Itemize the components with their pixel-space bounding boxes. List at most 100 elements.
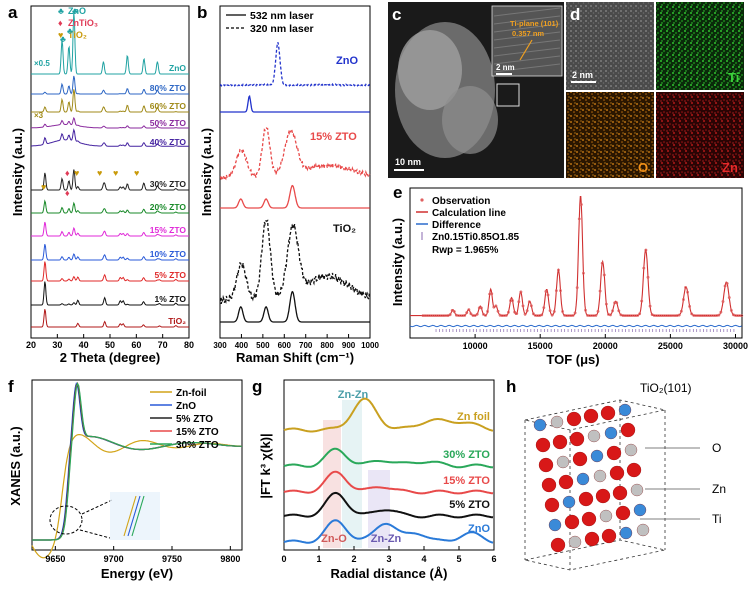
xrd-series-label: 1% ZTO bbox=[155, 294, 187, 304]
xrd-series-label: 40% ZTO bbox=[150, 137, 187, 147]
zinc-atom bbox=[633, 503, 647, 517]
oxygen-atom bbox=[550, 537, 566, 553]
observation-point bbox=[646, 275, 650, 279]
ti-map-texture bbox=[656, 2, 744, 90]
observation-point bbox=[469, 312, 473, 316]
observation-point bbox=[575, 286, 579, 289]
legend-difference: Difference bbox=[432, 220, 481, 231]
observation-point bbox=[604, 302, 608, 306]
legend-zno-text: ZnO bbox=[68, 6, 86, 16]
panel-b: b 300 400 500 600 700 800 900 1000 Raman Shift … bbox=[197, 3, 379, 365]
map-label-ti: Ti bbox=[728, 70, 739, 85]
xrd-line bbox=[31, 12, 189, 75]
raman-dashed-line bbox=[219, 219, 371, 304]
xtick-label: 700 bbox=[299, 341, 313, 350]
observation-point bbox=[729, 308, 733, 312]
xrd-line bbox=[31, 261, 189, 282]
observation-point bbox=[540, 313, 544, 317]
observation-point bbox=[494, 304, 498, 308]
xtick-label: 900 bbox=[342, 341, 356, 350]
observation-point bbox=[519, 290, 523, 294]
observation-point bbox=[719, 310, 723, 314]
observation-point bbox=[523, 312, 527, 316]
zinc-atom bbox=[619, 526, 633, 540]
xtick-label: 20 bbox=[26, 340, 36, 350]
zinc-atom bbox=[576, 472, 590, 486]
panel-a-frame bbox=[30, 5, 190, 339]
zoom-region bbox=[49, 505, 83, 535]
observation-point bbox=[486, 310, 489, 313]
observation-point bbox=[527, 300, 531, 304]
oxygen-atom bbox=[600, 405, 616, 421]
raman-solid-line bbox=[220, 94, 370, 113]
xanes-line bbox=[32, 382, 242, 541]
label-tio2: TiO₂ bbox=[333, 223, 356, 235]
xrd-series-label: 30% ZTO bbox=[150, 179, 187, 189]
ft-line bbox=[283, 447, 494, 469]
xtick-label: 9800 bbox=[220, 554, 240, 564]
titanium-atom bbox=[593, 469, 607, 483]
legend-text: 30% ZTO bbox=[176, 440, 219, 451]
xrd-line bbox=[31, 128, 189, 147]
xrd-series-label: 5% ZTO bbox=[155, 270, 187, 280]
xtick-label: 30 bbox=[52, 340, 62, 350]
oxygen-atom bbox=[541, 477, 557, 493]
panel-g-xlabel: Radial distance (Å) bbox=[330, 566, 447, 581]
panel-g-curves bbox=[283, 397, 494, 544]
panel-a-ylabel: Intensity (a.u.) bbox=[10, 128, 25, 216]
titanium-atom bbox=[568, 535, 582, 549]
observation-point bbox=[552, 310, 556, 313]
observation-point bbox=[546, 293, 550, 297]
panel-f-legend: Zn-foil ZnO 5% ZTO 15% ZTO 30% ZTO bbox=[150, 388, 219, 451]
observation-point bbox=[448, 313, 452, 317]
observation-point bbox=[544, 290, 548, 293]
panel-f-ylabel: XANES (a.u.) bbox=[8, 426, 23, 505]
xtick-label: 1 bbox=[316, 554, 321, 564]
xtick-label: 400 bbox=[235, 341, 249, 350]
xrd-series-label: 50% ZTO bbox=[150, 118, 187, 128]
observation-point bbox=[598, 289, 602, 293]
observation-point bbox=[490, 292, 494, 296]
oxygen-atom bbox=[572, 451, 588, 467]
znzn2-shell-band bbox=[368, 470, 390, 548]
panel-b-xticks: 300 400 500 600 700 800 900 1000 bbox=[213, 334, 379, 350]
observation-point bbox=[602, 273, 606, 277]
panel-c-label: c bbox=[392, 5, 401, 24]
label-15zto: 15% ZTO bbox=[310, 131, 357, 143]
oxygen-atom bbox=[569, 431, 585, 447]
oxygen-atom bbox=[584, 531, 600, 547]
particle-bright bbox=[398, 30, 462, 110]
observation-point bbox=[525, 309, 529, 313]
observation-point bbox=[548, 309, 552, 313]
rwp-value: Rwp = 1.965% bbox=[432, 245, 499, 256]
observation-point bbox=[615, 301, 619, 305]
xrd-line bbox=[31, 169, 189, 191]
observation-point bbox=[609, 313, 612, 317]
oxygen-atom bbox=[615, 505, 631, 521]
panel-f-xlabel: Energy (eV) bbox=[101, 566, 173, 581]
observation-point bbox=[559, 289, 562, 293]
oxygen-atom bbox=[535, 437, 551, 453]
legend-text: Zn-foil bbox=[176, 388, 207, 399]
observation-point bbox=[532, 312, 535, 316]
oxygen-atom bbox=[544, 497, 560, 513]
oxygen-atom bbox=[578, 491, 594, 507]
tio2-marker-icon: ♥ bbox=[134, 168, 139, 178]
xrd-line bbox=[31, 75, 189, 95]
observation-point bbox=[467, 308, 471, 312]
legend-text: ZnO bbox=[176, 401, 196, 412]
legend-zntio3-symbol: ♦ bbox=[58, 18, 63, 28]
oxygen-atom bbox=[538, 457, 554, 473]
legend-tio2-symbol: ♥ bbox=[58, 30, 63, 40]
xrd-line bbox=[31, 199, 189, 214]
legend-observation: Observation bbox=[432, 196, 490, 207]
xtick-label: 60 bbox=[131, 340, 141, 350]
g-label-zno: ZnO bbox=[468, 523, 490, 535]
ft-line bbox=[283, 397, 494, 433]
observation-point bbox=[725, 282, 729, 285]
observation-point bbox=[492, 305, 496, 309]
observation-point bbox=[554, 289, 558, 293]
observation-point bbox=[636, 314, 639, 317]
panel-e-curves bbox=[409, 196, 744, 332]
